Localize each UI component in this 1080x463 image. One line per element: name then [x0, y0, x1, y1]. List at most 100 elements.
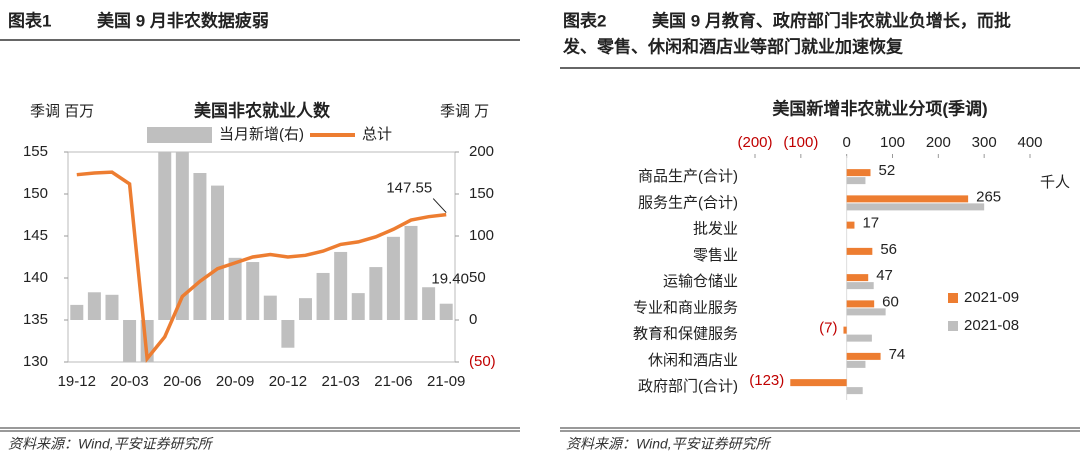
y2-axis-label: 季调 万: [440, 103, 489, 120]
bar: [846, 221, 855, 229]
data-label: (123): [749, 372, 784, 389]
legend-swatch: [948, 293, 958, 303]
bar: [846, 352, 881, 360]
bar: [298, 298, 312, 320]
bar: [369, 267, 383, 320]
y2-tick-label: 150: [469, 185, 494, 202]
x-tick-label: 20-03: [110, 373, 148, 390]
x-tick-label: 0: [842, 134, 850, 151]
bar: [846, 203, 985, 211]
data-label: 17: [862, 215, 879, 232]
legend-swatch: [147, 127, 212, 143]
legend-label: 2021-08: [964, 317, 1019, 334]
y-tick-label: 服务生产(合计): [638, 194, 738, 211]
chart-title: 美国新增非农就业分项(季调): [772, 98, 987, 118]
figure-heading: 发、零售、休闲和酒店业等部门就业加速恢复: [562, 36, 904, 56]
data-label: 265: [976, 188, 1001, 205]
bar: [158, 152, 172, 320]
bar: [846, 274, 869, 282]
y-tick-label: 运输仓储业: [663, 273, 738, 290]
x-tick-label: 21-03: [321, 373, 359, 390]
plot-frame: [67, 151, 456, 363]
y-tick-label: 专业和商业服务: [633, 299, 738, 316]
bar: [316, 272, 330, 320]
y2-tick-label: (50): [469, 353, 496, 370]
x-tick-label: 21-09: [427, 373, 465, 390]
bar: [246, 262, 260, 320]
x-tick-label: 20-06: [163, 373, 201, 390]
y2-tick-label: 50: [469, 269, 486, 286]
x-tick-label: (100): [783, 134, 818, 151]
leader-line: [432, 198, 447, 213]
bar: [334, 251, 348, 320]
legend-label: 2021-09: [964, 289, 1019, 306]
bar: [193, 173, 207, 320]
bar: [846, 282, 874, 290]
bar: [123, 320, 137, 362]
bar: [211, 185, 225, 320]
x-tick-label: 20-12: [269, 373, 307, 390]
bar: [846, 195, 969, 203]
source: 资料来源：Wind,平安证券研究所: [566, 436, 772, 452]
x-tick-label: 20-09: [216, 373, 254, 390]
bar: [228, 257, 242, 320]
bar: [846, 334, 872, 342]
line: [76, 170, 447, 364]
bar: [87, 292, 101, 320]
x-tick-label: 200: [926, 134, 951, 151]
figure-label: 图表1: [8, 10, 51, 30]
bar: [70, 304, 84, 320]
data-label: 52: [879, 162, 896, 179]
bar: [846, 177, 866, 185]
x-tick-label: (200): [737, 134, 772, 151]
data-label: 47: [876, 267, 893, 284]
bar: [846, 360, 866, 368]
y-tick-label: 145: [23, 227, 48, 244]
bar: [790, 379, 847, 387]
x-axis-label: 千人: [1040, 174, 1070, 191]
figure-heading: 美国 9 月教育、政府部门非农就业负增长，而批: [652, 10, 1011, 30]
y2-tick-label: 100: [469, 227, 494, 244]
x-tick-label: 300: [972, 134, 997, 151]
bar: [351, 293, 365, 320]
bar: [846, 300, 875, 308]
bar: [422, 287, 436, 320]
bar: [846, 387, 863, 395]
chart-title: 美国非农就业人数: [194, 100, 331, 120]
y-axis-label: 季调 百万: [30, 103, 94, 120]
data-label: 56: [880, 241, 897, 258]
bar: [175, 152, 189, 320]
y2-tick-label: 200: [469, 143, 494, 160]
bar: [846, 169, 871, 177]
bar: [263, 295, 277, 320]
figure-label: 图表2: [563, 10, 606, 30]
bar: [281, 320, 295, 348]
y-tick-label: 155: [23, 143, 48, 160]
legend-label: 总计: [362, 126, 392, 143]
x-tick-label: 21-06: [374, 373, 412, 390]
data-label: 60: [882, 293, 899, 310]
y-tick-label: 130: [23, 353, 48, 370]
y-tick-label: 批发业: [693, 221, 738, 238]
y-tick-label: 150: [23, 185, 48, 202]
y-tick-label: 零售业: [693, 247, 738, 264]
legend-label: 当月新增(右): [219, 126, 304, 143]
y-tick-label: 政府部门(合计): [638, 378, 738, 395]
y-tick-label: 135: [23, 311, 48, 328]
x-tick-label: 19-12: [58, 373, 96, 390]
x-tick-label: 100: [880, 134, 905, 151]
legend-swatch: [948, 321, 958, 331]
y-tick-label: 商品生产(合计): [638, 168, 738, 185]
bar: [386, 236, 400, 320]
bar: [404, 225, 418, 320]
data-label: 19.40: [431, 271, 469, 288]
figure-heading: 美国 9 月非农数据疲弱: [97, 10, 269, 30]
bar: [843, 326, 847, 334]
y-tick-label: 休闲和酒店业: [648, 352, 738, 369]
bar: [846, 308, 886, 316]
bar: [439, 303, 453, 320]
data-label: 74: [889, 346, 906, 363]
y2-tick-label: 0: [469, 311, 477, 328]
source: 资料来源：Wind,平安证券研究所: [8, 436, 214, 452]
